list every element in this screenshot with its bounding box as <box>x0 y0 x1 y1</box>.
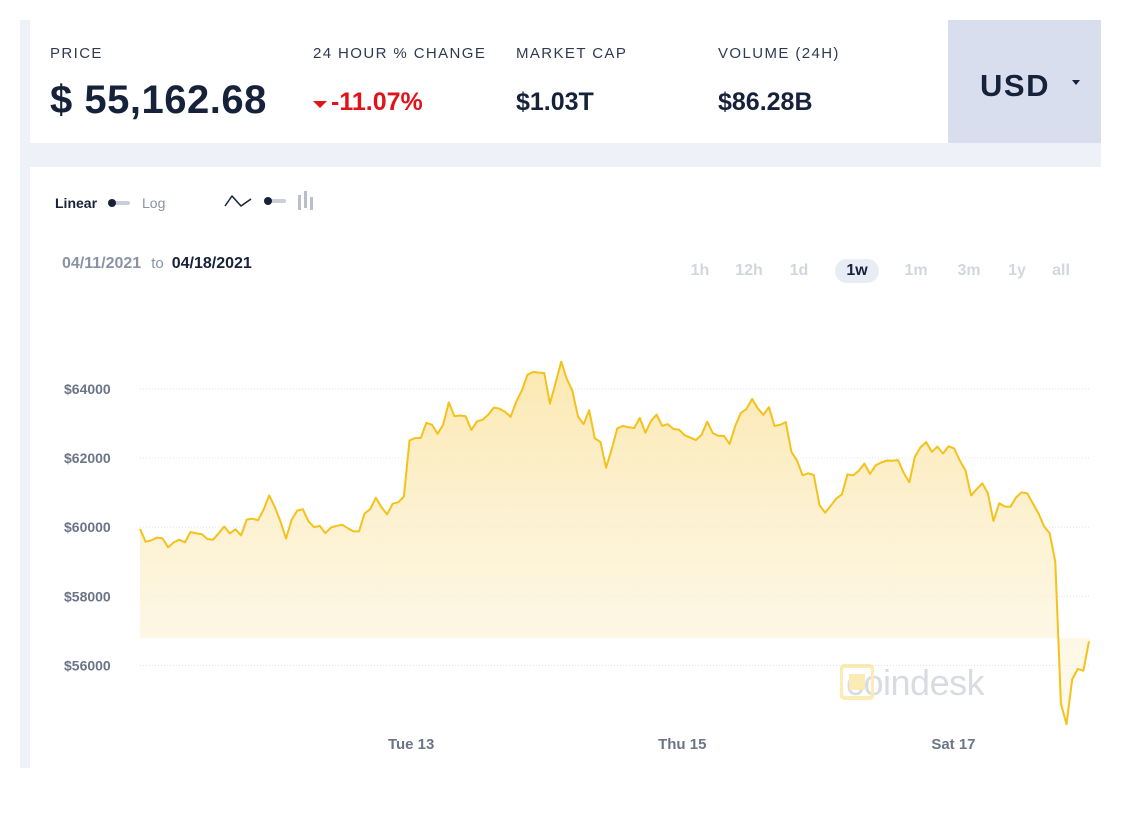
price-label: PRICE <box>50 45 103 62</box>
date-to[interactable]: 04/18/2021 <box>171 255 252 272</box>
date-to-word: to <box>151 255 164 272</box>
y-tick-label: $64000 <box>64 381 111 397</box>
timeframe-3m[interactable]: 3m <box>957 262 981 279</box>
market-cap-value: $1.03T <box>516 88 594 116</box>
volume-label: VOLUME (24H) <box>718 45 840 62</box>
line-chart-icon[interactable] <box>224 193 252 209</box>
timeframe-1m[interactable]: 1m <box>904 262 928 279</box>
change-value-row: -11.07% <box>313 88 423 117</box>
scale-switch[interactable] <box>108 199 131 207</box>
timeframe-1d[interactable]: 1d <box>789 262 809 279</box>
chevron-down-icon <box>1072 80 1080 85</box>
price-widget: PRICE $ 55,162.68 24 HOUR % CHANGE -11.0… <box>20 20 1101 768</box>
chart-type-toggle[interactable] <box>224 191 315 211</box>
price-chart-svg: $64000 $62000 $60000 $58000 $56000 Tue 13 Thu… <box>64 360 1090 753</box>
coindesk-logo-icon <box>840 664 874 700</box>
y-tick-label: $62000 <box>64 450 111 466</box>
date-from[interactable]: 04/11/2021 <box>62 255 142 272</box>
y-tick-label: $58000 <box>64 588 111 604</box>
stats-bar: PRICE $ 55,162.68 24 HOUR % CHANGE -11.0… <box>30 20 948 143</box>
currency-selector[interactable]: USD <box>948 20 1101 143</box>
caret-down-icon <box>313 101 327 108</box>
x-tick-label: Thu 15 <box>658 736 706 753</box>
timeframe-1y[interactable]: 1y <box>1008 262 1026 279</box>
price-chart: $64000 $62000 $60000 $58000 $56000 Tue 13 Thu… <box>30 167 1101 768</box>
change-value: -11.07% <box>331 88 423 116</box>
timeframe-1w[interactable]: 1w <box>835 259 879 283</box>
currency-label: USD <box>980 68 1050 103</box>
price-area <box>140 361 1089 725</box>
volume-value: $86.28B <box>718 88 813 116</box>
chart-type-switch[interactable] <box>264 197 286 205</box>
timeframe-12h[interactable]: 12h <box>735 262 763 279</box>
change-label: 24 HOUR % CHANGE <box>313 45 487 62</box>
x-tick-label: Sat 17 <box>931 736 975 753</box>
date-range: 04/11/2021 to 04/18/2021 <box>62 255 252 273</box>
y-tick-label: $60000 <box>64 519 111 535</box>
chart-panel: $64000 $62000 $60000 $58000 $56000 Tue 13 Thu… <box>30 167 1101 768</box>
watermark-text: coindesk <box>846 662 985 703</box>
coindesk-watermark: coindesk <box>840 662 985 703</box>
timeframe-all[interactable]: all <box>1052 262 1070 279</box>
scale-toggle[interactable]: Linear Log <box>55 195 165 211</box>
price-value: $ 55,162.68 <box>50 78 267 122</box>
scale-option-log[interactable]: Log <box>142 195 166 211</box>
candlestick-icon[interactable] <box>297 191 315 211</box>
market-cap-label: MARKET CAP <box>516 45 628 62</box>
x-tick-label: Tue 13 <box>388 736 434 753</box>
scale-option-linear[interactable]: Linear <box>55 195 98 211</box>
timeframe-1h[interactable]: 1h <box>690 262 710 279</box>
price-line[interactable] <box>139 360 1090 726</box>
timeframe-tabs: 1h 12h 1d 1w 1m 3m 1y all <box>30 259 1101 283</box>
y-tick-label: $56000 <box>64 658 111 674</box>
